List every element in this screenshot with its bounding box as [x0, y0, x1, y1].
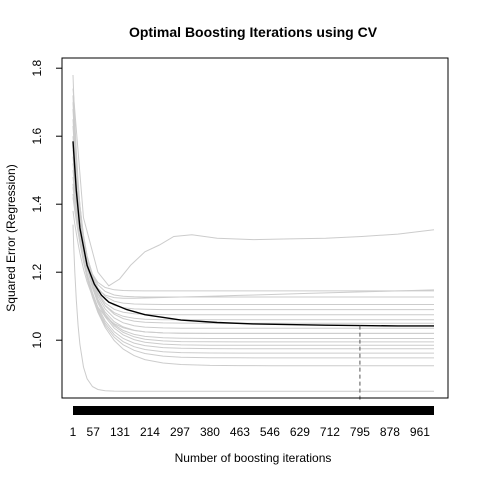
y-tick-label-2: 1.4: [30, 196, 44, 213]
iteration-rug: [73, 406, 434, 415]
iteration-rug-band: [73, 406, 434, 415]
x-axis: 1 57 131 214 297 380 463 546 629 712 795 878 961: [70, 425, 431, 439]
fold-curve-15: [72, 187, 434, 354]
y-tick-label-1: 1.2: [30, 264, 44, 281]
x-tick-label-7: 546: [260, 425, 280, 439]
x-tick-label-12: 961: [410, 425, 430, 439]
fold-curve-rising: [72, 88, 435, 287]
fold-curve-19: [72, 224, 434, 392]
mean-cv-curve: [72, 141, 434, 327]
x-tick-label-6: 463: [230, 425, 250, 439]
fold-curve-17: [72, 197, 434, 367]
y-tick-label-0: 1.0: [30, 332, 44, 349]
fold-curve-13: [72, 176, 434, 346]
x-tick-label-9: 712: [320, 425, 340, 439]
x-tick-label-0: 1: [70, 425, 77, 439]
x-tick-label-11: 878: [380, 425, 400, 439]
mean-curve-layer: [72, 141, 434, 327]
fold-curve-18: [72, 210, 434, 334]
chart-title: Optimal Boosting Iterations using CV: [129, 24, 378, 40]
x-axis-label: Number of boosting iterations: [175, 451, 332, 465]
x-tick-label-5: 380: [200, 425, 220, 439]
x-tick-label-2: 131: [110, 425, 130, 439]
y-tick-label-3: 1.6: [30, 128, 44, 145]
y-axis: 1.0 1.2 1.4 1.6 1.8: [30, 60, 63, 349]
y-axis-label: Squared Error (Regression): [4, 164, 18, 311]
y-tick-label-4: 1.8: [30, 60, 44, 77]
x-tick-label-10: 795: [350, 425, 370, 439]
x-tick-label-3: 214: [140, 425, 160, 439]
x-tick-label-8: 629: [290, 425, 310, 439]
x-tick-label-4: 297: [170, 425, 190, 439]
x-tick-label-1: 57: [87, 425, 101, 439]
